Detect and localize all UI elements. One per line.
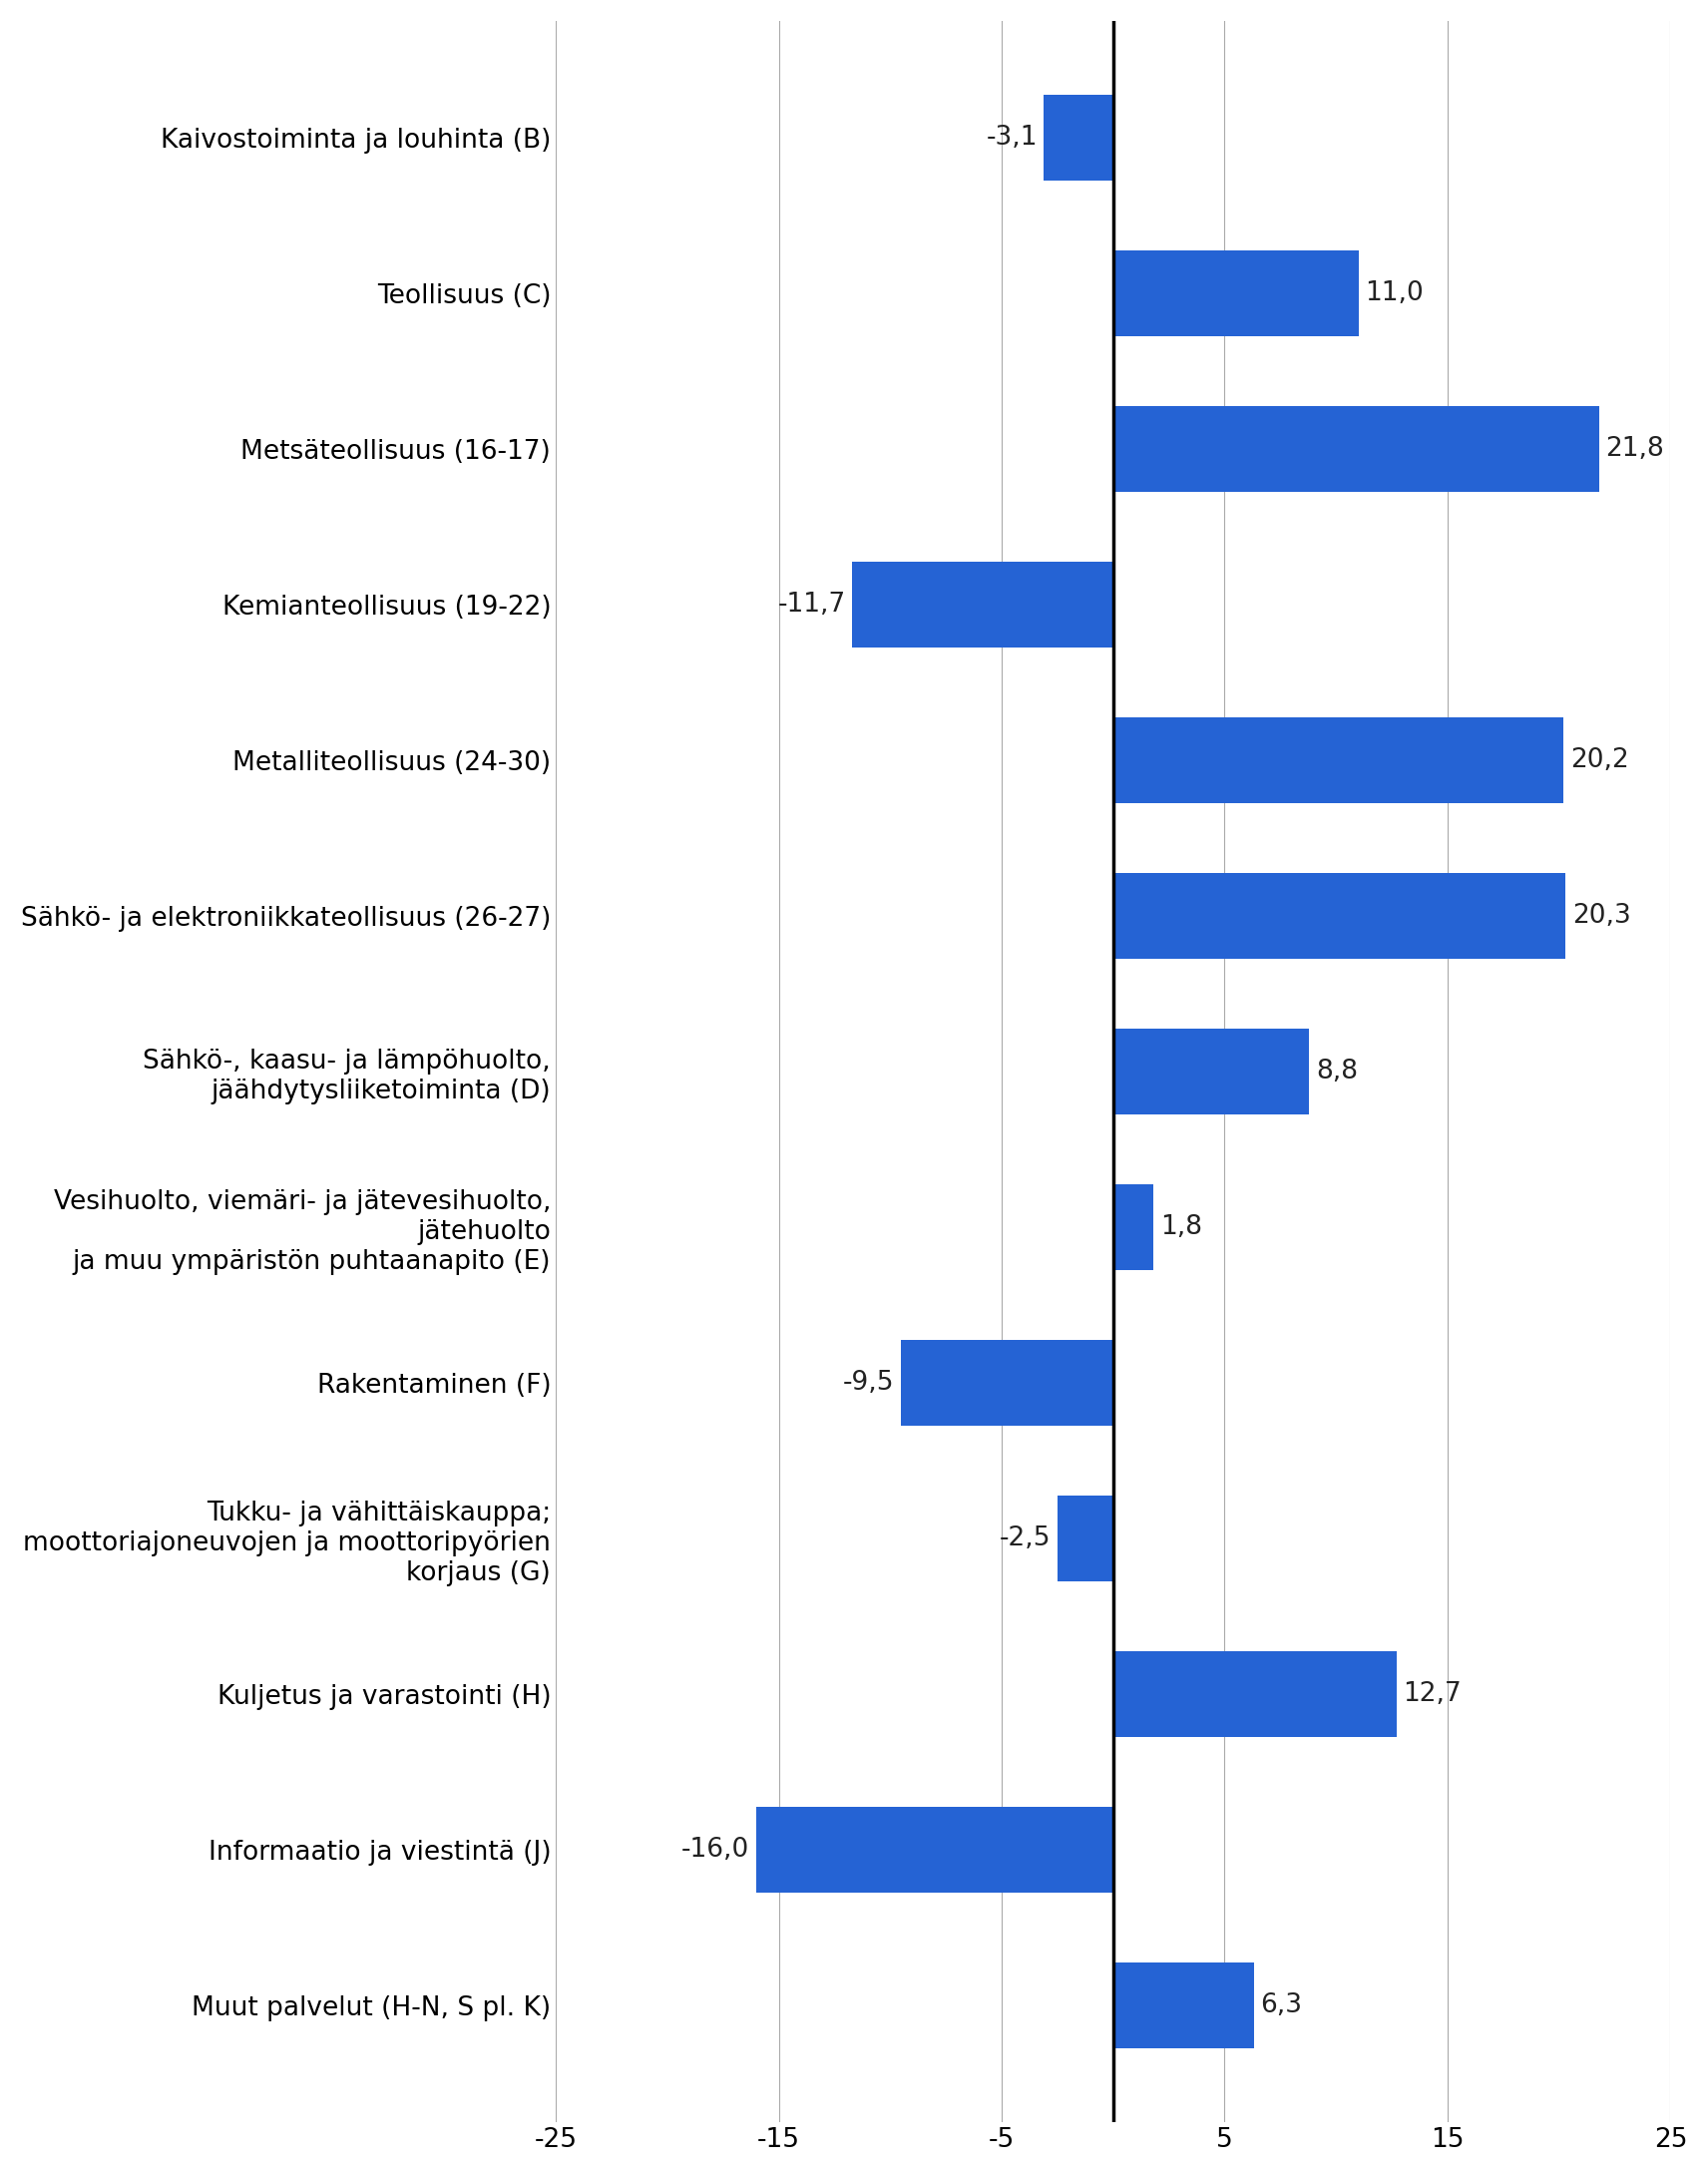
Text: 11,0: 11,0 — [1365, 280, 1424, 307]
Bar — [1057, 1496, 1114, 1580]
Bar — [1114, 1185, 1153, 1270]
Text: -11,7: -11,7 — [777, 591, 845, 617]
Bar — [1114, 1963, 1254, 2048]
Bar — [757, 1807, 1114, 1894]
Bar — [1114, 874, 1566, 959]
Text: -3,1: -3,1 — [986, 124, 1037, 150]
Bar — [1114, 717, 1563, 802]
Bar — [1114, 1028, 1310, 1115]
Bar — [902, 1339, 1114, 1426]
Text: 20,3: 20,3 — [1573, 902, 1631, 928]
Bar — [1114, 250, 1358, 337]
Text: -9,5: -9,5 — [844, 1370, 895, 1396]
Text: 1,8: 1,8 — [1160, 1215, 1202, 1239]
Bar — [852, 561, 1114, 648]
Bar — [1114, 1652, 1395, 1737]
Text: -2,5: -2,5 — [999, 1526, 1050, 1552]
Text: 8,8: 8,8 — [1317, 1059, 1358, 1085]
Text: 12,7: 12,7 — [1402, 1681, 1462, 1707]
Bar — [1114, 407, 1599, 491]
Text: 21,8: 21,8 — [1606, 437, 1665, 461]
Text: -16,0: -16,0 — [681, 1837, 750, 1863]
Bar — [1044, 96, 1114, 180]
Text: 20,2: 20,2 — [1570, 748, 1629, 774]
Text: 6,3: 6,3 — [1261, 1994, 1301, 2020]
